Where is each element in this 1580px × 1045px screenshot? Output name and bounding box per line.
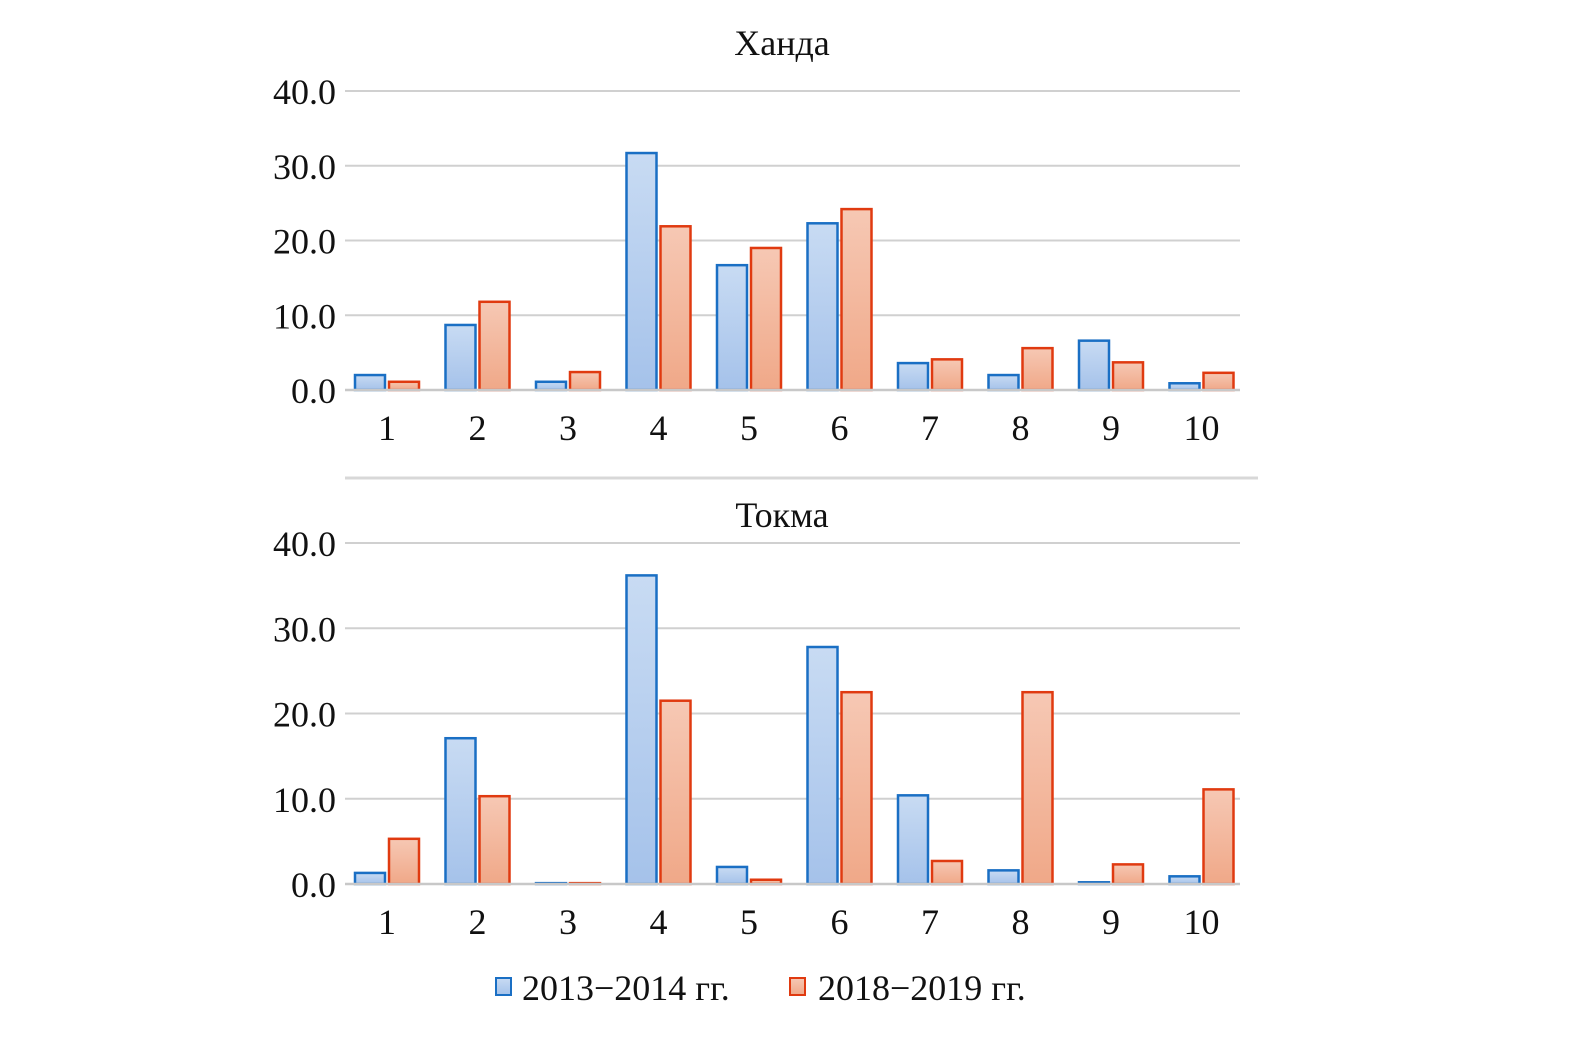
bar-2018-2019-9 (1111, 361, 1145, 392)
y-tick-label: 10.0 (273, 780, 336, 820)
bar-2013-2014-9 (1077, 339, 1111, 392)
chart-title: Ханда (734, 23, 830, 63)
y-tick-label: 10.0 (273, 296, 336, 336)
bar-2013-2014-1 (353, 871, 387, 886)
x-tick-label: 2 (469, 902, 487, 942)
bar-2018-2019-8 (1021, 690, 1054, 886)
x-tick-label: 3 (559, 902, 577, 942)
bar-2018-2019-6 (840, 690, 873, 886)
y-tick-label: 0.0 (291, 865, 336, 905)
bar-2018-2019-10 (1202, 788, 1235, 886)
x-tick-label: 1 (378, 408, 396, 448)
x-tick-label: 8 (1012, 408, 1030, 448)
y-tick-label: 30.0 (273, 147, 336, 187)
chart-title: Токма (735, 495, 828, 535)
legend-swatch-2013-2014 (495, 977, 512, 996)
x-tick-label: 9 (1102, 408, 1120, 448)
bar-2013-2014-4 (625, 574, 658, 886)
bar-2013-2014-4 (625, 151, 658, 392)
x-tick-label: 7 (921, 902, 939, 942)
bar-2013-2014-2 (444, 323, 477, 392)
bar-2013-2014-6 (806, 645, 839, 886)
y-tick-label: 0.0 (291, 371, 336, 411)
legend-label: 2018−2019 гг. (818, 968, 1026, 1008)
legend: 2013−2014 гг. 2018−2019 гг. (495, 968, 1026, 1008)
bar-2013-2014-6 (806, 222, 839, 392)
bar-2018-2019-6 (840, 207, 873, 392)
x-tick-label: 6 (831, 408, 849, 448)
bar-2018-2019-4 (659, 699, 692, 886)
x-tick-label: 1 (378, 902, 396, 942)
x-tick-label: 4 (650, 902, 668, 942)
bar-2018-2019-10 (1202, 371, 1235, 392)
x-tick-label: 3 (559, 408, 577, 448)
bar-2013-2014-1 (353, 373, 387, 392)
bar-2013-2014-5 (715, 865, 749, 886)
x-tick-label: 9 (1102, 902, 1120, 942)
bar-2018-2019-7 (930, 859, 964, 886)
y-tick-label: 30.0 (273, 609, 336, 649)
bar-2013-2014-8 (987, 373, 1020, 392)
y-tick-label: 20.0 (273, 695, 336, 735)
x-tick-label: 10 (1184, 902, 1220, 942)
y-tick-label: 20.0 (273, 222, 336, 262)
x-tick-label: 5 (740, 408, 758, 448)
x-tick-label: 5 (740, 902, 758, 942)
bar-2013-2014-7 (896, 361, 930, 392)
bar-2013-2014-2 (444, 736, 477, 886)
bar-2018-2019-7 (930, 358, 964, 392)
x-tick-label: 7 (921, 408, 939, 448)
bar-2013-2014-7 (896, 794, 930, 886)
y-tick-label: 40.0 (273, 72, 336, 112)
chart-panel-khanda: Ханда 0.0 10.0 20.0 30.0 40.0 1 2 3 4 5 6 7 8 9 10 (273, 23, 1240, 448)
legend-label: 2013−2014 гг. (522, 968, 730, 1008)
bar-2013-2014-5 (715, 263, 749, 392)
x-tick-label: 10 (1184, 408, 1220, 448)
x-tick-label: 4 (650, 408, 668, 448)
bar-2018-2019-2 (478, 794, 511, 886)
x-tick-label: 6 (831, 902, 849, 942)
legend-swatch-2018-2019 (789, 977, 806, 996)
bar-2018-2019-4 (659, 225, 692, 392)
bar-2018-2019-3 (568, 370, 602, 392)
bar-2018-2019-5 (749, 246, 783, 392)
x-tick-label: 2 (469, 408, 487, 448)
bar-2018-2019-2 (478, 300, 511, 392)
bar-2018-2019-8 (1021, 346, 1054, 392)
chart-panel-tokma: Токма 0.0 10.0 20.0 30.0 40.0 1 2 3 4 5 6 7 8 9 10 (273, 495, 1240, 942)
bar-2018-2019-9 (1111, 863, 1145, 886)
x-tick-label: 8 (1012, 902, 1030, 942)
bar-2013-2014-8 (987, 869, 1020, 886)
y-tick-label: 40.0 (273, 524, 336, 564)
bar-2018-2019-1 (387, 837, 421, 886)
